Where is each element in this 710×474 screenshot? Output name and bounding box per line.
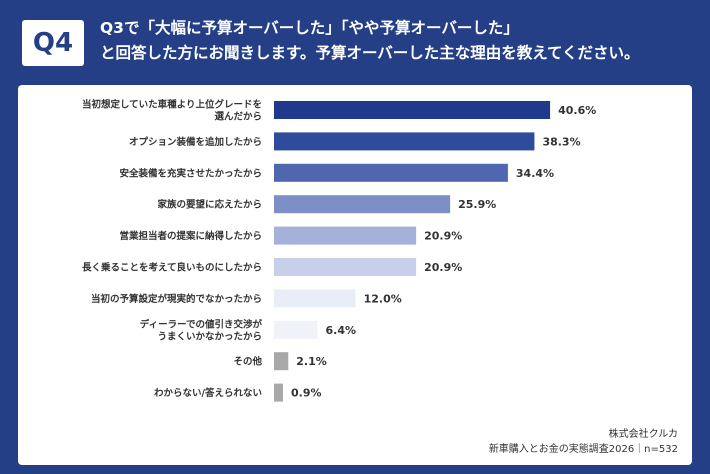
value-label: 6.4%: [326, 324, 357, 337]
category-label: 長く乗ることを考えて良いものにしたから: [82, 262, 262, 274]
bar: [274, 320, 318, 339]
value-label: 34.4%: [516, 167, 554, 180]
source-company: 株式会社クルカ: [608, 429, 678, 440]
value-label: 40.6%: [558, 104, 596, 117]
bar: [274, 289, 356, 308]
bar: [274, 163, 508, 182]
source-survey: 新車購入とお金の実態調査2026｜n=532: [488, 444, 678, 455]
question-title: Q3で「大幅に予算オーバーした」「やや予算オーバーした」 と回答した方にお聞きし…: [100, 16, 690, 66]
category-label: その他: [233, 356, 262, 368]
question-title-line-2: と回答した方にお聞きします。予算オーバーした主な理由を教えてください。: [100, 44, 640, 62]
category-label: 当初の予算設定が現実的でなかったから: [91, 293, 262, 305]
value-label: 20.9%: [424, 230, 462, 243]
bar: [274, 195, 451, 214]
question-number-badge: Q4: [22, 20, 84, 66]
category-label: わからない/答えられない: [154, 387, 262, 399]
category-label: ディーラーでの値引き交渉がうまくいかなかったから: [140, 318, 263, 342]
bar: [274, 383, 283, 402]
question-header: Q4 Q3で「大幅に予算オーバーした」「やや予算オーバーした」 と回答した方にお…: [0, 0, 710, 80]
value-label: 25.9%: [458, 198, 496, 211]
value-label: 0.9%: [291, 387, 322, 400]
bar: [274, 258, 417, 276]
bar-chart: 当初想定していた車種より上位グレードを選んだから 40.6% オプション装備を追加し…: [82, 99, 596, 402]
chart-card: 当初想定していた車種より上位グレードを選んだから 40.6% オプション装備を追加し…: [18, 85, 692, 465]
value-label: 2.1%: [296, 355, 327, 368]
bar: [274, 352, 289, 371]
category-label: 安全装備を充実させたかったから: [119, 167, 262, 179]
value-label: 20.9%: [424, 261, 462, 274]
value-label: 12.0%: [364, 292, 402, 305]
category-label: 当初想定していた車種より上位グレードを選んだから: [82, 99, 262, 123]
bar: [274, 226, 417, 245]
source-note: 株式会社クルカ 新車購入とお金の実態調査2026｜n=532: [489, 427, 678, 457]
question-title-line-1: Q3で「大幅に予算オーバーした」「やや予算オーバーした」: [100, 19, 519, 37]
category-label: 営業担当者の提案に納得したから: [119, 230, 262, 242]
category-label: 家族の要望に応えたから: [157, 199, 262, 211]
value-label: 38.3%: [542, 135, 580, 148]
bar: [274, 101, 551, 119]
bar: [274, 132, 535, 151]
category-label: オプション装備を追加したから: [129, 136, 262, 148]
